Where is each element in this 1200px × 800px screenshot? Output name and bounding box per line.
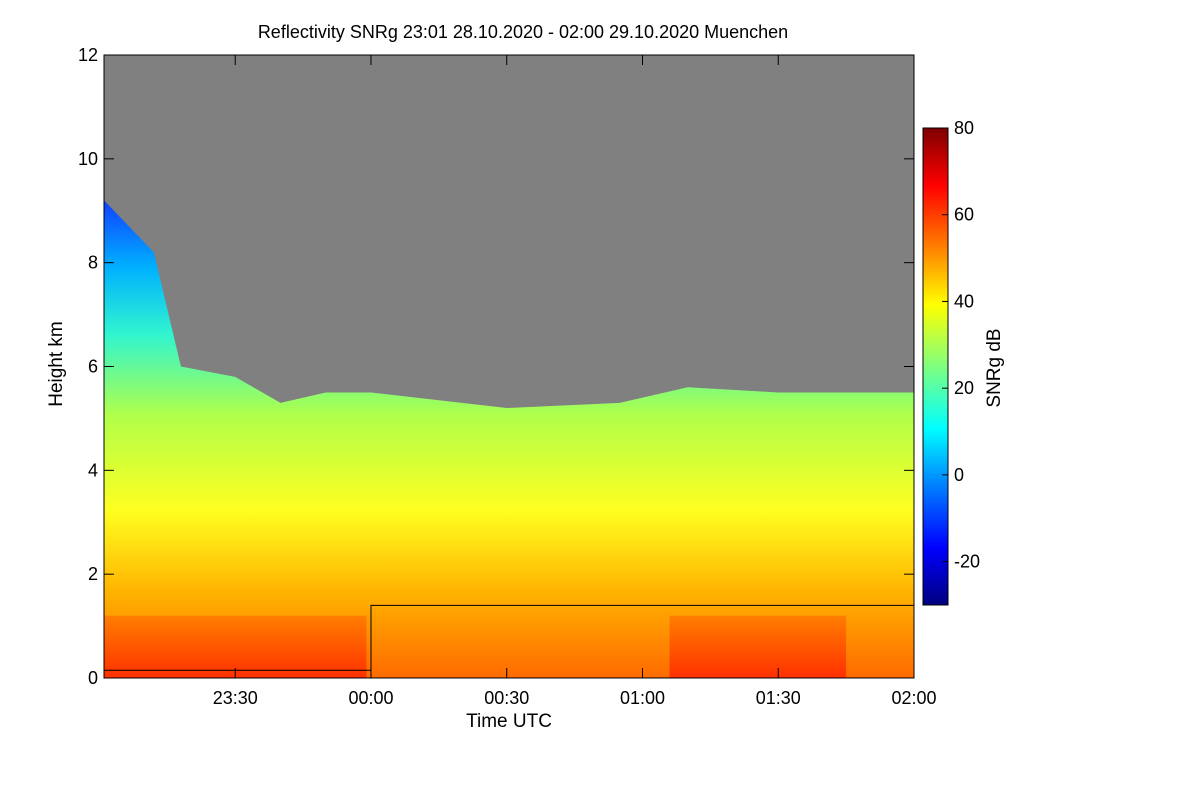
plot-area: [104, 55, 914, 678]
colorbar: 80 60 40 20 0 -20 SNRg dB: [922, 118, 1005, 606]
y-tick-label: 2: [88, 564, 98, 584]
colorbar-tick-label: 20: [954, 378, 974, 398]
x-tick-label: 23:30: [213, 688, 258, 708]
cloud-region: [104, 200, 914, 678]
x-axis-label: Time UTC: [466, 711, 552, 732]
colorbar-tick-label: 40: [954, 291, 974, 311]
x-tick-label: 02:00: [891, 688, 936, 708]
x-tick-label: 00:00: [348, 688, 393, 708]
colorbar-tick-label: -20: [954, 552, 980, 572]
x-axis: 23:30 00:00 00:30 01:00 01:30 02:00: [213, 55, 937, 708]
black-line-overlay: [104, 604, 914, 671]
colorbar-ticks: 80 60 40 20 0 -20: [942, 118, 980, 572]
colorbar-tick-label: 0: [954, 465, 964, 485]
colorbar-tick-label: 80: [954, 118, 974, 138]
chart-title: Reflectivity SNRg 23:01 28.10.2020 - 02:…: [258, 22, 788, 42]
colorbar-gradient: [922, 127, 949, 606]
y-tick-label: 6: [88, 357, 98, 377]
x-tick-label: 00:30: [484, 688, 529, 708]
colorbar-tick-label: 60: [954, 205, 974, 225]
y-axis: 0 2 4 6 8 10 12: [78, 45, 914, 688]
y-tick-label: 8: [88, 253, 98, 273]
reflectivity-field: [104, 200, 914, 678]
rain-segment: [104, 615, 367, 678]
black-line: [104, 604, 914, 671]
colorbar-label: SNRg dB: [984, 328, 1005, 407]
y-tick-label: 0: [88, 668, 98, 688]
y-tick-label: 4: [88, 460, 98, 480]
y-tick-label: 12: [78, 45, 98, 65]
rain-layer: [104, 615, 847, 678]
x-tick-label: 01:00: [620, 688, 665, 708]
x-tick-label: 01:30: [756, 688, 801, 708]
rain-segment: [669, 615, 847, 678]
y-tick-label: 10: [78, 149, 98, 169]
y-axis-label: Height km: [46, 321, 67, 407]
